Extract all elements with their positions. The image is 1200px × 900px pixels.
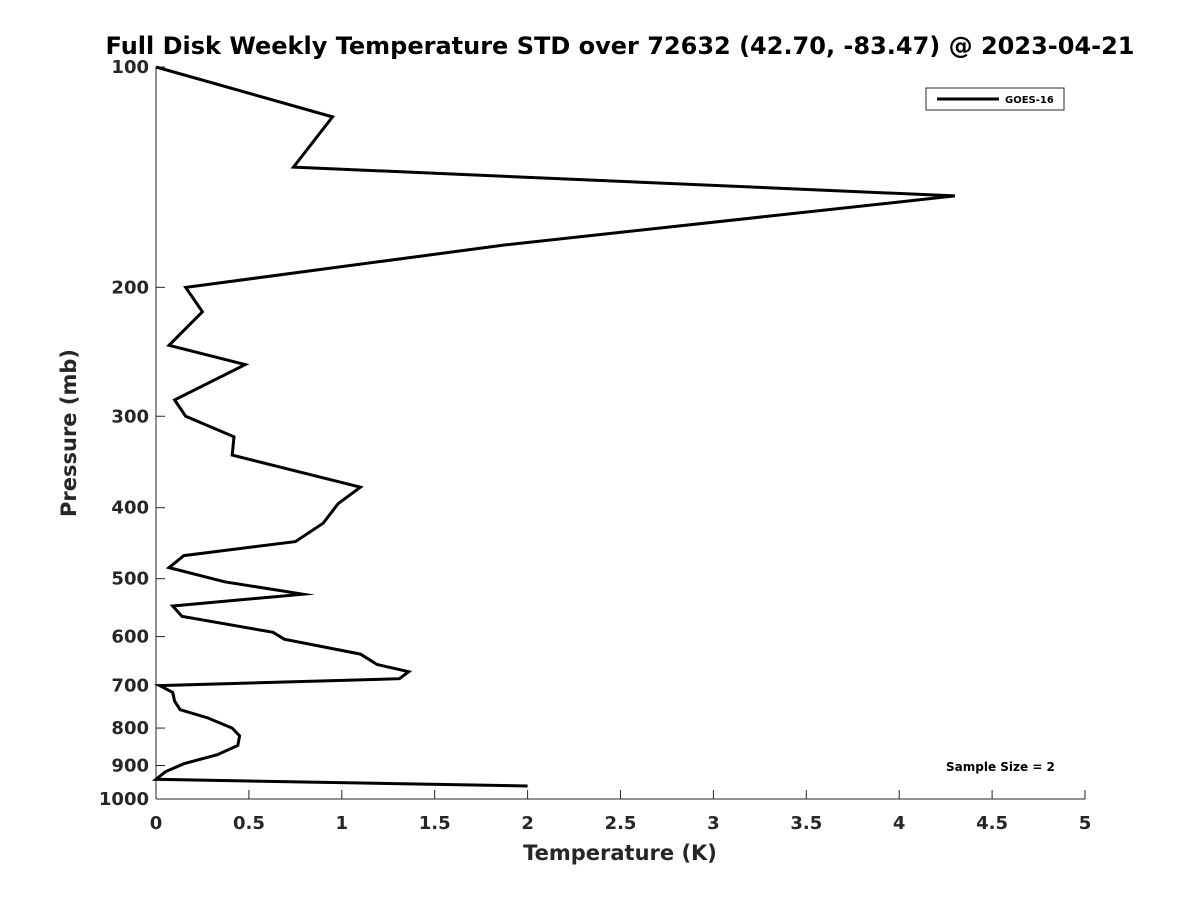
series-line-goes-16 xyxy=(151,65,956,788)
y-tick-label: 400 xyxy=(111,498,149,519)
y-tick-label: 1000 xyxy=(99,789,149,810)
x-tick-label: 3.5 xyxy=(790,813,822,834)
x-tick-label: 4.5 xyxy=(976,813,1008,834)
legend-label-goes-16: GOES-16 xyxy=(1005,95,1054,106)
y-axis-label: Pressure (mb) xyxy=(57,349,81,517)
x-tick-label: 5 xyxy=(1079,813,1092,834)
sample-size-annotation: Sample Size = 2 xyxy=(946,760,1055,774)
chart-title: Full Disk Weekly Temperature STD over 72… xyxy=(106,32,1135,60)
y-tick-label: 900 xyxy=(111,756,149,777)
y-tick-label: 500 xyxy=(111,569,149,590)
x-tick-label: 4 xyxy=(893,813,906,834)
x-tick-label: 2.5 xyxy=(605,813,637,834)
x-tick-label: 1.5 xyxy=(419,813,451,834)
y-tick-label: 700 xyxy=(111,676,149,697)
x-tick-label: 3 xyxy=(707,813,720,834)
axes: 0 0.5 1 1.5 2 2.5 3 3.5 4 4.5 5 100 200 300 400 500 600 7… xyxy=(99,57,1091,834)
y-tick-label: 100 xyxy=(111,57,149,78)
x-tick-label: 0 xyxy=(150,813,163,834)
x-tick-label: 1 xyxy=(336,813,349,834)
y-tick-label: 200 xyxy=(111,277,149,298)
y-tick-label: 300 xyxy=(111,406,149,427)
x-axis-label: Temperature (K) xyxy=(523,841,717,865)
x-tick-label: 2 xyxy=(521,813,534,834)
x-tick-label: 0.5 xyxy=(233,813,265,834)
y-tick-label: 800 xyxy=(111,718,149,739)
plot-area xyxy=(151,65,956,788)
y-tick-label: 600 xyxy=(111,627,149,648)
legend: GOES-16 xyxy=(925,87,1065,111)
